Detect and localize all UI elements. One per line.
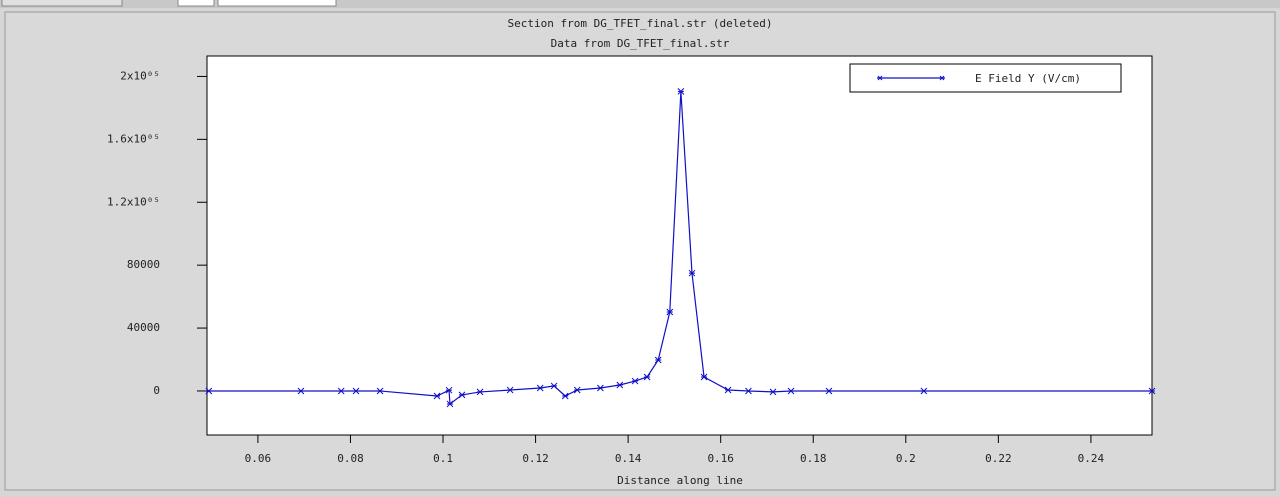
point-marker bbox=[433, 392, 441, 400]
y-tick-label: 1.2x10⁰⁵ bbox=[107, 195, 160, 208]
x-tick-label: 0.24 bbox=[1078, 452, 1105, 465]
point-marker bbox=[677, 88, 685, 95]
point-marker bbox=[920, 387, 928, 395]
point-marker bbox=[643, 373, 651, 381]
point-marker bbox=[769, 388, 777, 396]
point-marker bbox=[337, 387, 345, 395]
point-marker bbox=[654, 356, 662, 364]
y-tick-label: 0 bbox=[153, 384, 160, 397]
chart-title: Section from DG_TFET_final.str (deleted) bbox=[508, 17, 773, 30]
point-marker bbox=[476, 388, 484, 396]
point-marker bbox=[631, 377, 639, 385]
point-marker bbox=[506, 386, 514, 394]
x-tick-label: 0.16 bbox=[707, 452, 734, 465]
x-axis-label: Distance along line bbox=[617, 474, 743, 487]
chart-subtitle: Data from DG_TFET_final.str bbox=[551, 37, 730, 50]
x-tick-label: 0.06 bbox=[245, 452, 272, 465]
point-marker bbox=[376, 387, 384, 395]
x-tick-label: 0.14 bbox=[615, 452, 642, 465]
point-marker bbox=[573, 386, 581, 394]
point-marker bbox=[352, 387, 360, 395]
point-marker bbox=[666, 308, 674, 316]
y-tick-label: 2x10⁰⁵ bbox=[120, 69, 160, 82]
point-marker bbox=[724, 386, 732, 394]
point-marker bbox=[1148, 387, 1156, 395]
legend-label: E Field Y (V/cm) bbox=[975, 72, 1081, 85]
x-tick-label: 0.22 bbox=[985, 452, 1012, 465]
point-marker bbox=[297, 387, 305, 395]
point-marker bbox=[205, 387, 213, 395]
x-tick-label: 0.12 bbox=[522, 452, 549, 465]
point-marker bbox=[787, 387, 795, 395]
y-tick-label: 1.6x10⁰⁵ bbox=[107, 132, 160, 145]
point-marker bbox=[561, 392, 569, 400]
x-tick-label: 0.08 bbox=[337, 452, 364, 465]
x-tick-label: 0.18 bbox=[800, 452, 827, 465]
point-marker bbox=[616, 381, 624, 389]
point-marker bbox=[825, 387, 833, 395]
point-marker bbox=[536, 384, 544, 392]
y-tick-label: 80000 bbox=[127, 258, 160, 271]
y-tick-label: 40000 bbox=[127, 321, 160, 334]
x-tick-label: 0.1 bbox=[433, 452, 453, 465]
toolbar-field[interactable] bbox=[177, 0, 215, 7]
point-marker bbox=[700, 373, 708, 381]
point-marker bbox=[597, 384, 604, 392]
toolbar-field[interactable] bbox=[1, 0, 123, 7]
legend-marker bbox=[877, 75, 945, 81]
point-marker bbox=[745, 387, 752, 395]
point-marker bbox=[458, 391, 466, 399]
point-marker bbox=[446, 400, 454, 408]
toolbar-field[interactable] bbox=[217, 0, 337, 7]
point-marker bbox=[445, 386, 453, 394]
x-tick-label: 0.2 bbox=[896, 452, 916, 465]
toolbar bbox=[0, 0, 1280, 8]
point-marker bbox=[550, 382, 558, 390]
point-marker bbox=[688, 269, 696, 277]
